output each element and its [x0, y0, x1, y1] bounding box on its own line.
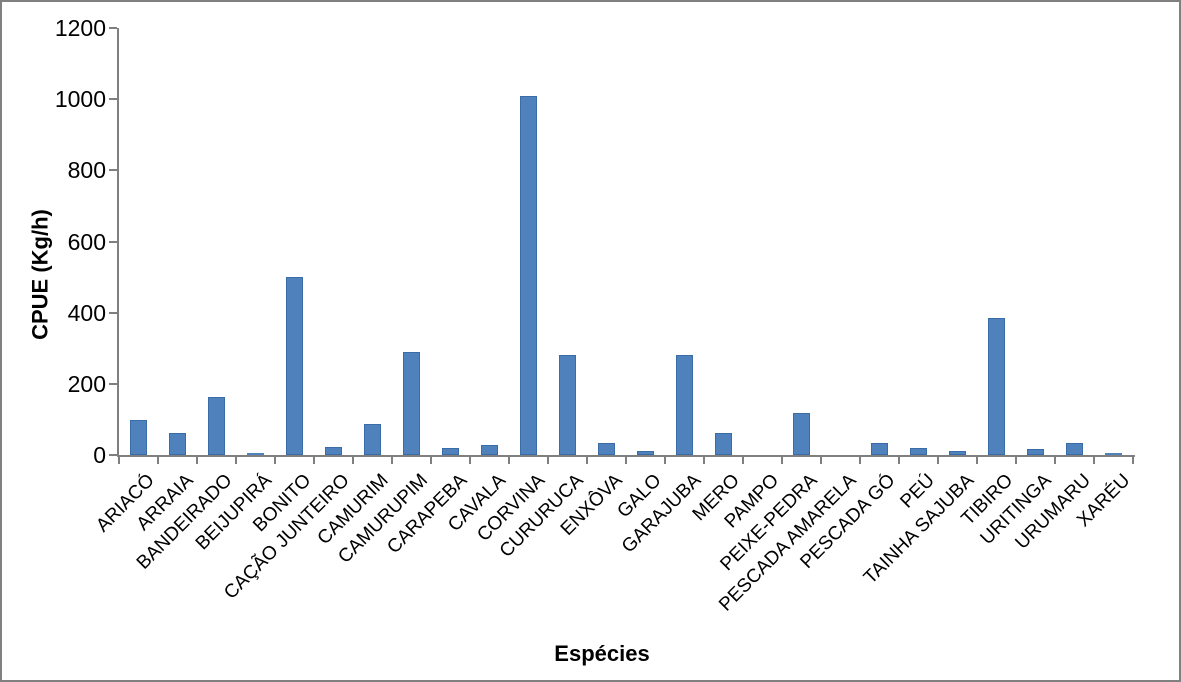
bar-galo	[637, 451, 654, 455]
x-axis-line	[117, 455, 1135, 457]
x-tick	[1015, 457, 1017, 464]
bar-bandeirado	[208, 397, 225, 455]
x-tick	[391, 457, 393, 464]
x-tick	[1054, 457, 1056, 464]
y-tick	[109, 98, 117, 100]
bar-tainha-sajuba	[949, 451, 966, 455]
x-tick	[586, 457, 588, 464]
y-tick	[109, 241, 117, 243]
x-tick	[976, 457, 978, 464]
y-tick	[109, 27, 117, 29]
bar-beijupira	[247, 453, 264, 455]
bar-camurupim	[403, 352, 420, 455]
x-tick	[313, 457, 315, 464]
x-tick	[820, 457, 822, 464]
x-tick	[625, 457, 627, 464]
bar-cururuca	[559, 355, 576, 455]
x-tick	[235, 457, 237, 464]
bar-urumaru	[1066, 443, 1083, 455]
x-tick	[469, 457, 471, 464]
x-tick	[1093, 457, 1095, 464]
bar-cacao-junteiro	[325, 447, 342, 455]
bar-peixe-pedra	[793, 413, 810, 455]
y-tick-label: 600	[67, 229, 106, 255]
bar-arraia	[169, 433, 186, 455]
y-tick-label: 400	[67, 300, 106, 326]
bar-uritinga	[1027, 449, 1044, 455]
y-tick	[109, 312, 117, 314]
bar-xareu	[1105, 453, 1122, 455]
x-tick	[430, 457, 432, 464]
x-tick	[196, 457, 198, 464]
x-tick	[547, 457, 549, 464]
x-tick	[352, 457, 354, 464]
bar-peu	[910, 448, 927, 455]
bar-mero	[715, 433, 732, 455]
x-tick	[274, 457, 276, 464]
y-axis-line	[117, 28, 119, 457]
x-tick	[508, 457, 510, 464]
x-tick	[1132, 457, 1134, 464]
x-axis-title: Espécies	[554, 641, 650, 666]
x-tick	[157, 457, 159, 464]
y-tick	[109, 454, 117, 456]
bar-bonito	[286, 277, 303, 455]
x-tick	[118, 457, 120, 464]
y-tick	[109, 383, 117, 385]
y-tick	[109, 169, 117, 171]
x-tick	[664, 457, 666, 464]
bar-corvina	[520, 96, 537, 455]
bar-carapeba	[442, 448, 459, 455]
bar-tibiro	[988, 318, 1005, 455]
x-tick	[781, 457, 783, 464]
x-tick	[859, 457, 861, 464]
x-tick	[937, 457, 939, 464]
bar-pescada-go	[871, 443, 888, 455]
x-tick	[742, 457, 744, 464]
y-tick-label: 200	[67, 371, 106, 397]
y-tick-label: 0	[93, 442, 106, 468]
bar-enxova	[598, 443, 615, 455]
x-tick	[898, 457, 900, 464]
y-tick-label: 1000	[54, 86, 106, 112]
y-tick-label: 800	[67, 157, 106, 183]
bar-cavala	[481, 445, 498, 455]
y-tick-label: 1200	[54, 15, 106, 41]
x-tick	[703, 457, 705, 464]
bar-garajuba	[676, 355, 693, 455]
bar-ariaco	[130, 420, 147, 455]
bar-camurim	[364, 424, 381, 455]
